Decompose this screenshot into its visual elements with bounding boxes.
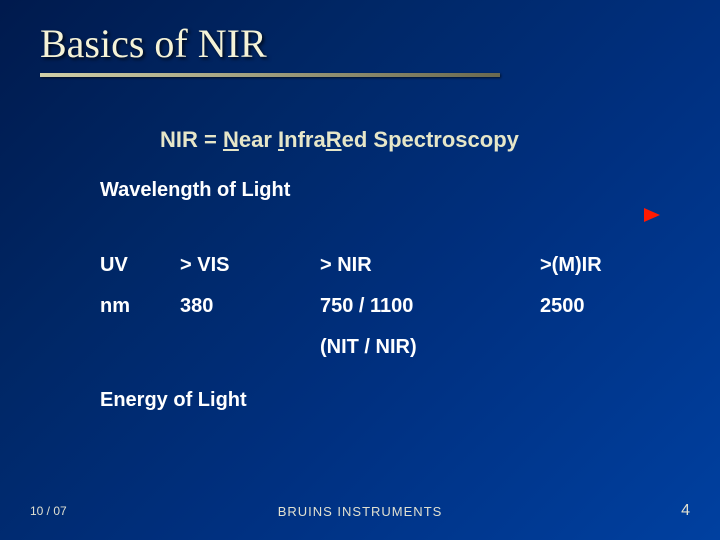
subtitle: NIR = Near InfraRed Spectroscopy [160,127,680,153]
slide: Basics of NIR NIR = Near InfraRed Spectr… [0,0,720,540]
spectrum-arrow-icon [100,206,660,224]
table-row1-uv: UV [100,254,180,277]
nit-row: (NIT / NIR) [100,336,680,359]
table-row3-nit: (NIT / NIR) [320,336,540,359]
footer-org: BRUINS INSTRUMENTS [0,504,720,519]
energy-label: Energy of Light [100,389,680,412]
subtitle-n-underline: N [223,127,239,152]
table-row1-nir: > NIR [320,254,540,277]
table-row2-380: 380 [180,295,320,318]
table-row2-nm: nm [100,295,180,318]
subtitle-tail: Spectroscopy [373,127,519,152]
table-row1-mir: >(M)IR [540,254,680,277]
slide-title: Basics of NIR [40,20,680,67]
subtitle-prefix: NIR = [160,127,223,152]
subtitle-infra-rest: nfra [284,127,326,152]
wavelength-table: UV > VIS > NIR >(M)IR nm 380 750 / 1100 … [100,254,680,318]
footer: BRUINS INSTRUMENTS 10 / 07 4 [0,502,720,520]
table-row2-2500: 2500 [540,295,680,318]
table-row2-750: 750 / 1100 [320,295,540,318]
spectrum-arrow [100,206,680,224]
subtitle-near-rest: ear [239,127,278,152]
title-underline [40,73,500,77]
subtitle-r-underline: R [326,127,342,152]
subtitle-red-rest: ed [342,127,374,152]
table-row1-vis: > VIS [180,254,320,277]
wavelength-label: Wavelength of Light [100,179,680,202]
